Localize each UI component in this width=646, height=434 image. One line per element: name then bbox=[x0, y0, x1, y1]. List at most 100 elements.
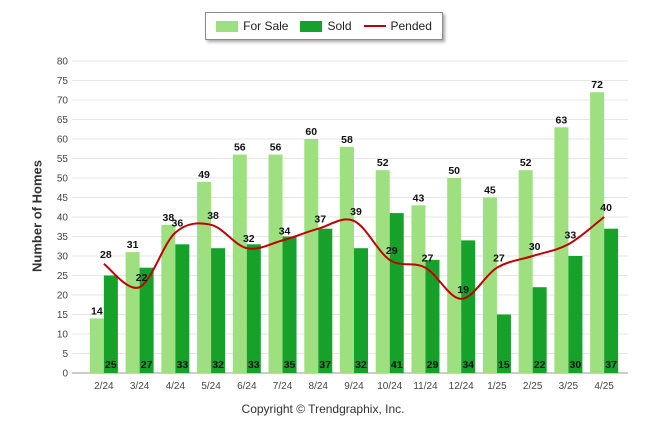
y-tick-label: 60 bbox=[57, 135, 69, 146]
y-tick-label: 40 bbox=[57, 213, 69, 224]
x-tick-label: 11/24 bbox=[413, 381, 438, 392]
bar-sold bbox=[389, 213, 404, 373]
data-label-sold: 41 bbox=[391, 359, 403, 371]
x-tick-label: 3/25 bbox=[559, 381, 579, 392]
bar-for-sale bbox=[304, 139, 319, 373]
x-tick-label: 4/24 bbox=[166, 381, 186, 392]
legend-swatch-pended bbox=[363, 25, 386, 27]
legend-swatch-for-sale bbox=[216, 20, 239, 32]
data-label-pended: 39 bbox=[350, 206, 362, 218]
y-tick-label: 80 bbox=[57, 57, 69, 68]
data-label-pended: 22 bbox=[136, 272, 148, 284]
bar-for-sale bbox=[590, 92, 605, 373]
y-tick-label: 70 bbox=[57, 96, 69, 107]
bar-for-sale bbox=[482, 197, 497, 373]
bar-for-sale bbox=[340, 146, 354, 373]
bar-for-sale bbox=[447, 178, 462, 373]
data-label-for-sale: 52 bbox=[377, 157, 389, 169]
data-label-sold: 32 bbox=[212, 359, 224, 371]
data-label-sold: 37 bbox=[319, 359, 331, 371]
data-label-pended: 27 bbox=[493, 253, 505, 265]
data-label-for-sale: 31 bbox=[127, 239, 139, 251]
data-label-pended: 32 bbox=[243, 233, 255, 245]
bar-sold bbox=[175, 244, 190, 373]
data-label-pended: 38 bbox=[207, 210, 219, 222]
x-tick-label: 10/24 bbox=[377, 381, 402, 392]
data-label-for-sale: 14 bbox=[91, 305, 103, 317]
x-tick-label: 6/24 bbox=[237, 381, 257, 392]
legend-swatch-sold bbox=[300, 20, 323, 32]
legend-label-sold: Sold bbox=[327, 19, 352, 33]
bar-sold bbox=[246, 244, 261, 373]
y-tick-label: 15 bbox=[57, 310, 69, 321]
bar-for-sale bbox=[161, 224, 176, 373]
data-label-pended: 33 bbox=[565, 229, 577, 241]
y-tick-label: 5 bbox=[62, 349, 68, 360]
legend-item-pended[interactable]: Pended bbox=[363, 19, 432, 33]
legend-label-pended: Pended bbox=[390, 19, 432, 33]
data-label-for-sale: 56 bbox=[234, 142, 246, 154]
data-label-for-sale: 56 bbox=[270, 142, 282, 154]
x-tick-label: 7/24 bbox=[273, 381, 293, 392]
legend-item-sold[interactable]: Sold bbox=[300, 19, 352, 33]
data-label-pended: 37 bbox=[314, 214, 326, 226]
x-tick-label: 2/25 bbox=[523, 381, 543, 392]
x-tick-label: 8/24 bbox=[309, 381, 329, 392]
data-label-sold: 35 bbox=[284, 359, 296, 371]
bar-for-sale bbox=[232, 154, 247, 373]
bar-for-sale bbox=[125, 252, 140, 373]
bar-for-sale bbox=[411, 205, 426, 373]
bar-sold bbox=[568, 256, 583, 373]
x-tick-label: 3/24 bbox=[130, 381, 150, 392]
data-label-sold: 27 bbox=[141, 359, 153, 371]
y-tick-label: 35 bbox=[57, 232, 69, 243]
y-axis-title: Number of Homes bbox=[29, 160, 45, 272]
y-tick-label: 25 bbox=[57, 271, 69, 282]
data-label-pended: 28 bbox=[100, 249, 112, 261]
bar-sold bbox=[139, 267, 154, 373]
data-label-pended: 34 bbox=[279, 225, 291, 237]
bar-sold bbox=[425, 259, 440, 373]
legend: For Sale Sold Pended bbox=[205, 12, 443, 40]
data-label-for-sale: 52 bbox=[520, 157, 532, 169]
bar-sold bbox=[318, 228, 333, 373]
bar-sold bbox=[103, 275, 118, 373]
data-label-pended: 40 bbox=[600, 202, 612, 214]
data-label-for-sale: 63 bbox=[556, 114, 568, 126]
data-label-sold: 34 bbox=[462, 359, 474, 371]
data-label-for-sale: 58 bbox=[341, 134, 353, 146]
data-label-sold: 33 bbox=[248, 359, 260, 371]
bar-for-sale bbox=[268, 154, 283, 373]
bar-sold bbox=[354, 248, 368, 373]
bar-for-sale bbox=[197, 181, 212, 373]
bar-sold bbox=[211, 248, 226, 373]
bar-for-sale bbox=[375, 170, 390, 373]
legend-label-for-sale: For Sale bbox=[243, 19, 289, 33]
bar-sold bbox=[461, 240, 476, 373]
x-tick-label: 4/25 bbox=[594, 381, 614, 392]
y-tick-label: 75 bbox=[57, 76, 69, 87]
data-label-for-sale: 72 bbox=[591, 79, 603, 91]
y-tick-label: 20 bbox=[57, 291, 69, 302]
bar-for-sale bbox=[554, 127, 569, 373]
data-label-for-sale: 38 bbox=[162, 212, 174, 224]
legend-item-for-sale[interactable]: For Sale bbox=[216, 19, 288, 33]
data-label-pended: 29 bbox=[386, 245, 398, 257]
x-tick-label: 12/24 bbox=[449, 381, 474, 392]
data-label-for-sale: 43 bbox=[413, 192, 425, 204]
data-label-for-sale: 45 bbox=[484, 185, 496, 197]
data-label-sold: 30 bbox=[570, 359, 582, 371]
y-tick-label: 55 bbox=[57, 154, 69, 165]
data-label-sold: 25 bbox=[105, 359, 117, 371]
bar-sold bbox=[496, 314, 511, 373]
y-tick-label: 65 bbox=[57, 115, 69, 126]
bar-sold bbox=[532, 287, 547, 373]
data-label-pended: 36 bbox=[171, 218, 183, 230]
data-label-sold: 33 bbox=[176, 359, 188, 371]
copyright-text: Copyright © Trendgraphix, Inc. bbox=[241, 402, 405, 416]
x-tick-label: 5/24 bbox=[201, 381, 221, 392]
bar-for-sale bbox=[89, 318, 104, 373]
line-pended bbox=[103, 216, 605, 300]
y-tick-label: 45 bbox=[57, 193, 69, 204]
